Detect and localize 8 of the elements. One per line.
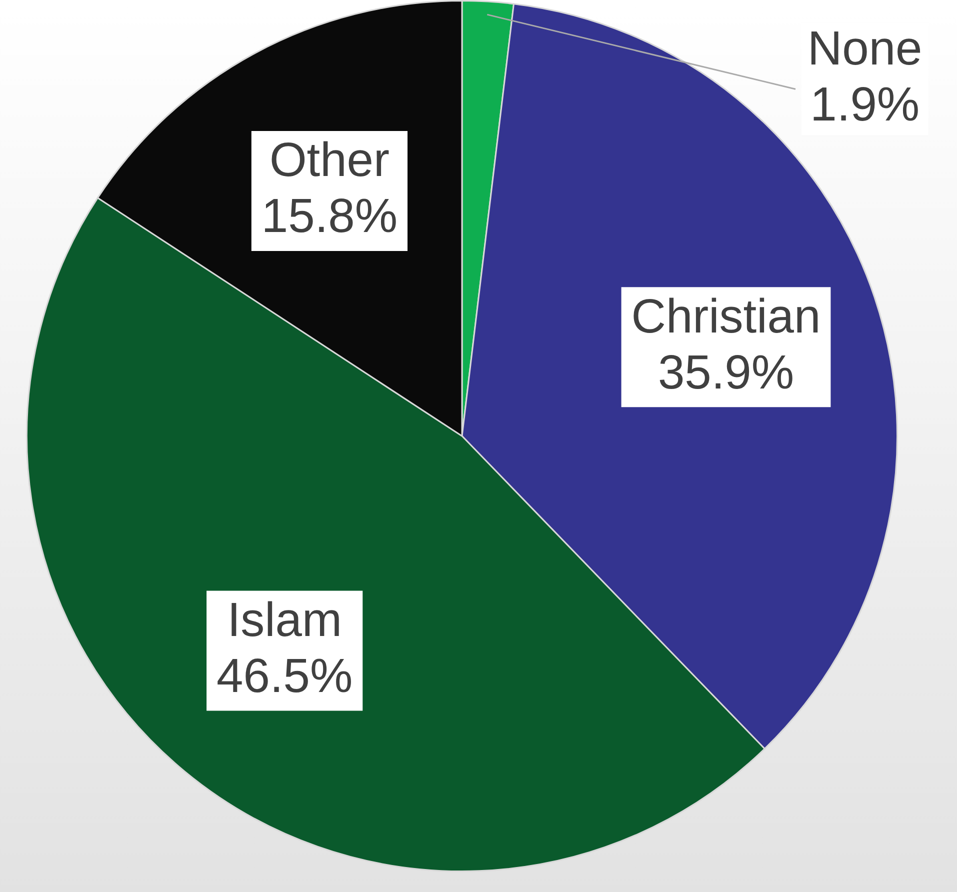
slice-label: Other (269, 134, 390, 188)
data-label: 1.9% (810, 78, 920, 132)
slice-label: Christian (631, 290, 821, 344)
data-label: 46.5% (216, 650, 353, 703)
slice-label: None (807, 22, 922, 76)
data-label: 35.9% (658, 346, 794, 400)
data-label: 15.8% (261, 190, 398, 244)
slice-label: Islam (227, 594, 342, 647)
